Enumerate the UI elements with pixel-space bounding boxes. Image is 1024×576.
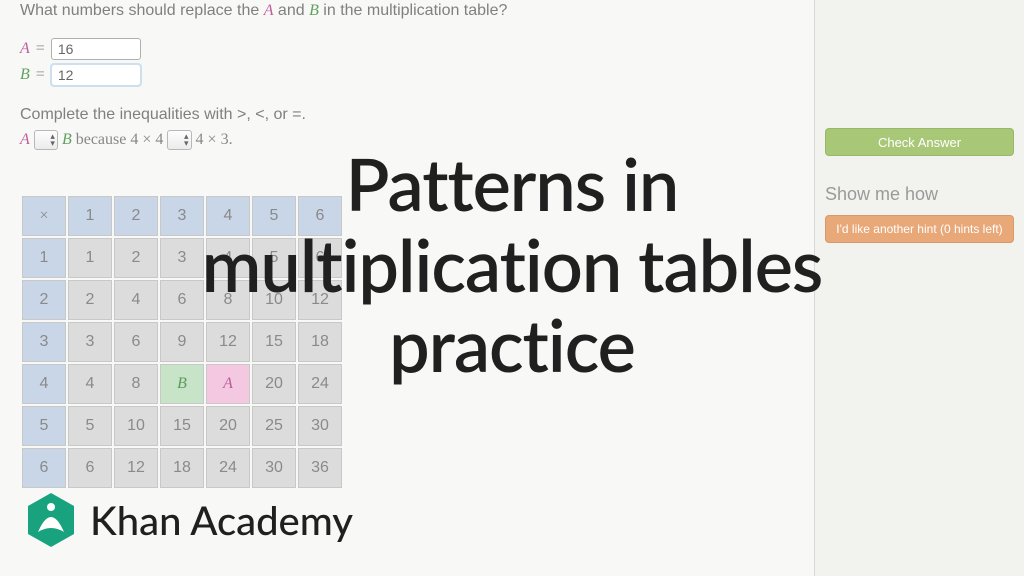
table-cell: 30 (298, 406, 342, 446)
brand-logo-row: Khan Academy (26, 492, 353, 548)
answer-row-a: A = (20, 38, 780, 60)
table-row: 661218243036 (22, 448, 342, 488)
label-a: A (20, 40, 30, 58)
table-cell: 15 (160, 406, 204, 446)
table-cell: 18 (160, 448, 204, 488)
table-cell: 5 (68, 406, 112, 446)
table-cell: 10 (114, 406, 158, 446)
table-cell: 20 (206, 406, 250, 446)
var-a-ref: A (264, 2, 274, 19)
brand-name: Khan Academy (90, 496, 353, 544)
row-header: 5 (22, 406, 66, 446)
input-a[interactable] (51, 38, 141, 60)
table-row: 551015202530 (22, 406, 342, 446)
prompt-part1: What numbers should replace the (20, 2, 264, 19)
khan-logo-icon (26, 492, 76, 548)
equals-sign: = (36, 40, 45, 58)
title-line-3: practice (389, 302, 635, 388)
answer-row-b: B = (20, 64, 780, 86)
video-title-overlay: Patterns in multiplication tables practi… (20, 144, 1003, 386)
equals-sign: = (36, 66, 45, 84)
label-b: B (20, 66, 30, 84)
table-cell: 12 (114, 448, 158, 488)
title-line-1: Patterns in (346, 141, 679, 227)
table-cell: 6 (68, 448, 112, 488)
prompt-part3: in the multiplication table? (319, 2, 508, 19)
question-prompt: What numbers should replace the A and B … (20, 2, 780, 20)
var-b-ref: B (309, 2, 319, 19)
title-line-2: multiplication tables (202, 222, 823, 308)
table-cell: 25 (252, 406, 296, 446)
prompt-part2: and (273, 2, 309, 19)
input-b[interactable] (51, 64, 141, 86)
table-cell: 30 (252, 448, 296, 488)
row-header: 6 (22, 448, 66, 488)
inequality-prompt: Complete the inequalities with >, <, or … (20, 106, 780, 124)
table-cell: 24 (206, 448, 250, 488)
table-cell: 36 (298, 448, 342, 488)
